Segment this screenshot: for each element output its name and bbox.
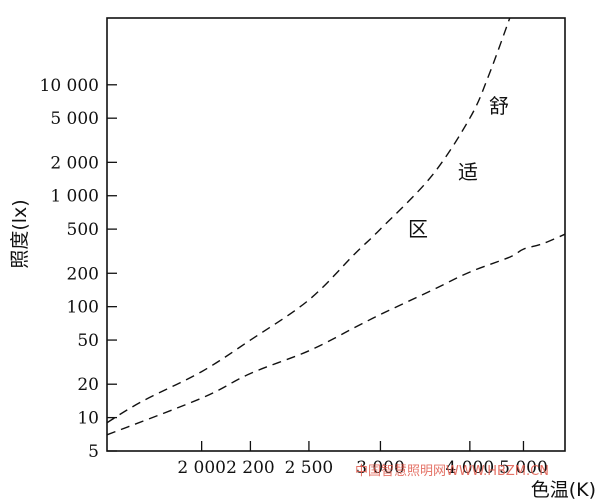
zone-label-qu: 区 (408, 217, 428, 241)
y-tick-label: 10 (77, 409, 99, 429)
x-tick-label: 2 000 (177, 458, 226, 478)
x-axis-ticks: 2 000 2 200 2 500 3 000 4 000 5 000 (177, 441, 548, 478)
x-tick-label: 5 000 (499, 458, 548, 478)
y-tick-label: 1 000 (50, 187, 99, 207)
y-tick-label: 2 000 (50, 153, 99, 173)
y-tick-label: 500 (67, 220, 99, 240)
y-axis-title: 照度(lx) (9, 199, 31, 268)
y-tick-label: 100 (67, 298, 99, 318)
y-axis-ticks: 10 000 5 000 2 000 1 000 500 200 100 50 20 10 5 (40, 76, 117, 462)
x-axis-title: 色温(K) (531, 479, 596, 501)
zone-label-shu: 舒 (489, 94, 509, 118)
y-tick-label: 5 (88, 442, 99, 462)
y-tick-label: 20 (77, 375, 99, 395)
x-tick-label: 2 200 (226, 458, 275, 478)
x-tick-label: 2 500 (285, 458, 334, 478)
y-tick-label: 50 (77, 331, 99, 351)
y-tick-label: 5 000 (50, 109, 99, 129)
watermark: 中国智慧照明网WWW.HBZM.CN (355, 463, 549, 479)
x-tick-label: 3 000 (356, 458, 405, 478)
lower-boundary-curve (106, 233, 566, 436)
y-tick-label: 200 (67, 264, 99, 284)
y-tick-label: 10 000 (40, 76, 99, 96)
x-tick-label: 4 000 (446, 458, 495, 478)
plot-frame (106, 17, 566, 452)
upper-boundary-curve (106, 17, 511, 424)
series-layer (106, 17, 566, 436)
zone-label-shi: 适 (458, 160, 478, 184)
